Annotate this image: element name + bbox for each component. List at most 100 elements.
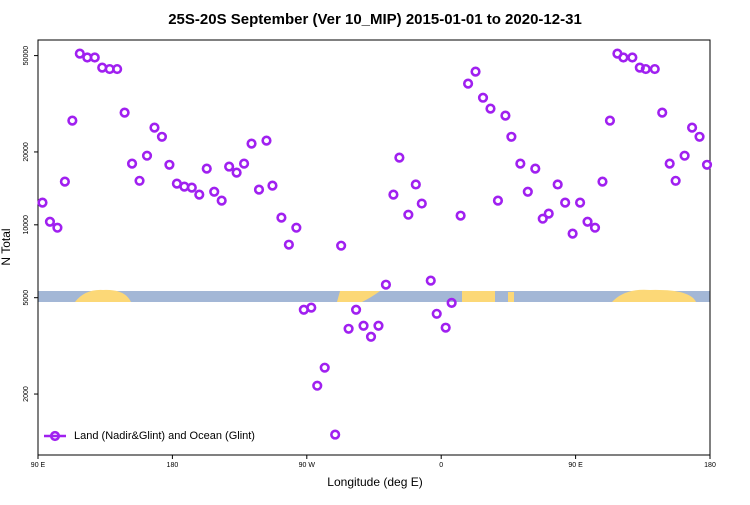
point xyxy=(201,163,212,174)
point xyxy=(164,159,175,170)
point xyxy=(358,320,369,331)
point xyxy=(664,158,675,169)
point xyxy=(440,322,451,333)
point xyxy=(492,195,504,206)
point xyxy=(410,179,421,190)
point xyxy=(306,302,317,313)
point xyxy=(522,186,533,197)
point xyxy=(657,107,668,118)
point xyxy=(634,62,645,73)
chart-title: 25S-20S September (Ver 10_MIP) 2015-01-0… xyxy=(168,11,582,28)
x-tick-label: 90 E xyxy=(568,462,583,469)
point xyxy=(186,182,197,193)
y-tick-label: 10000 xyxy=(23,215,30,235)
point xyxy=(567,228,578,239)
x-axis-label: Longitude (deg E) xyxy=(327,475,422,489)
point xyxy=(701,159,713,170)
point xyxy=(380,279,392,290)
point xyxy=(686,122,698,133)
point xyxy=(336,240,347,251)
point xyxy=(59,176,70,187)
legend-marker xyxy=(49,430,61,442)
point xyxy=(291,222,302,233)
point xyxy=(530,163,541,174)
point xyxy=(246,138,257,149)
x-tick-label: 0 xyxy=(439,462,443,469)
point xyxy=(231,167,242,178)
point xyxy=(574,197,586,208)
point xyxy=(224,161,235,172)
point xyxy=(141,150,153,161)
point xyxy=(485,103,496,114)
point xyxy=(582,216,593,227)
legend-label: Land (Nadir&Glint) and Ocean (Glint) xyxy=(74,430,255,442)
point xyxy=(604,115,616,126)
point xyxy=(126,158,138,169)
point xyxy=(477,92,489,103)
point xyxy=(618,52,629,63)
x-tick-label: 180 xyxy=(167,462,179,469)
point xyxy=(560,197,571,208)
point xyxy=(134,175,145,186)
point xyxy=(543,208,554,219)
point xyxy=(552,179,563,190)
y-tick-label: 2000 xyxy=(23,386,30,402)
y-tick-label: 5000 xyxy=(23,290,30,306)
point xyxy=(627,52,638,63)
point xyxy=(394,152,405,163)
y-axis-label: N Total xyxy=(0,228,13,265)
point xyxy=(112,63,123,75)
point xyxy=(119,107,130,118)
point xyxy=(506,131,517,142)
point xyxy=(74,48,85,59)
point xyxy=(343,323,354,334)
point xyxy=(431,308,442,319)
point xyxy=(149,122,160,133)
point xyxy=(425,275,436,286)
point xyxy=(416,198,427,209)
point xyxy=(283,239,294,250)
point xyxy=(373,320,384,331)
point xyxy=(261,135,272,146)
point xyxy=(350,304,362,315)
point xyxy=(52,222,63,233)
point xyxy=(388,189,399,200)
point xyxy=(37,197,48,208)
point xyxy=(67,115,78,126)
point xyxy=(403,209,414,220)
point xyxy=(500,110,511,121)
y-tick-label: 50000 xyxy=(23,46,30,66)
point xyxy=(194,189,205,200)
land-ocean-strip xyxy=(38,289,710,302)
y-tick-label: 20000 xyxy=(23,142,30,162)
point xyxy=(640,63,651,75)
point xyxy=(319,362,330,373)
point xyxy=(156,131,168,142)
x-tick-label: 90 E xyxy=(31,462,46,469)
point xyxy=(537,213,548,224)
point xyxy=(649,63,660,75)
point xyxy=(597,176,608,187)
point xyxy=(44,216,56,227)
point xyxy=(330,429,341,440)
point xyxy=(312,380,323,391)
point xyxy=(670,175,681,186)
point xyxy=(679,150,690,161)
point xyxy=(276,212,287,223)
plot-frame xyxy=(37,39,711,456)
point xyxy=(462,78,474,89)
point xyxy=(470,66,481,77)
point xyxy=(694,131,705,142)
x-tick-label: 180 xyxy=(704,462,716,469)
point xyxy=(515,158,526,169)
point xyxy=(267,180,278,191)
point xyxy=(365,331,377,342)
point xyxy=(238,158,250,169)
x-tick-label: 90 W xyxy=(299,462,316,469)
point xyxy=(589,222,601,233)
point xyxy=(446,297,457,308)
point xyxy=(216,195,227,206)
point xyxy=(89,52,100,63)
point xyxy=(253,184,265,195)
